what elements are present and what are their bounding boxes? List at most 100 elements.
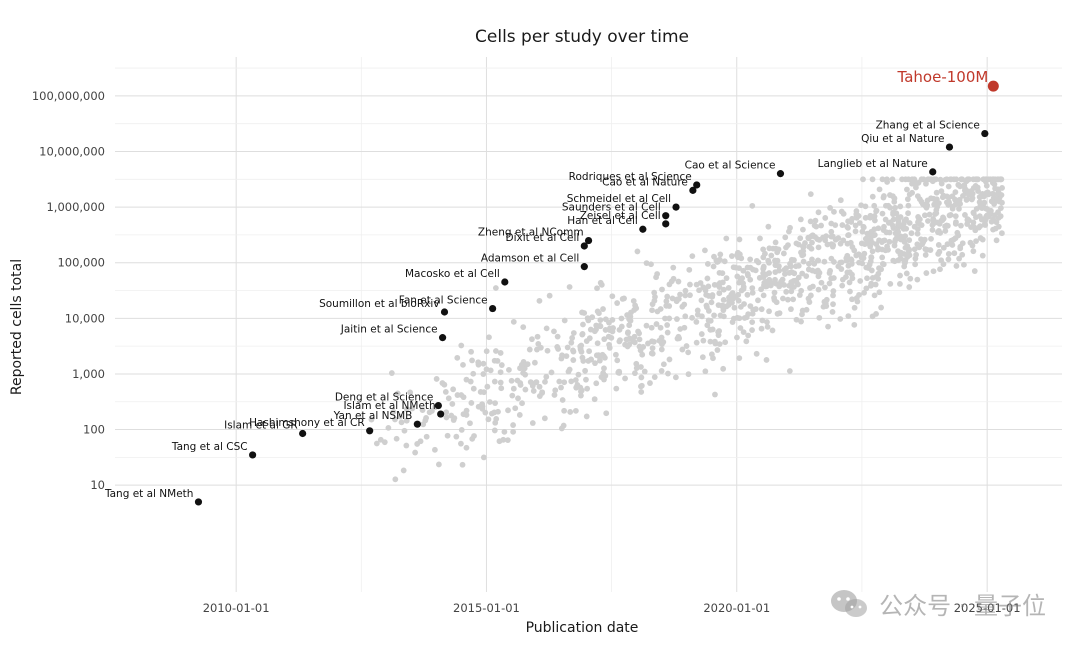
study-label: Zeisel et al Cell (580, 210, 661, 222)
background-point (744, 291, 751, 298)
background-point (536, 383, 543, 390)
background-point (602, 372, 609, 379)
background-point (957, 183, 964, 190)
background-point (900, 220, 907, 227)
background-point (526, 346, 533, 353)
background-point (593, 322, 600, 329)
background-point (957, 245, 964, 252)
background-point (548, 369, 555, 376)
study-point (693, 181, 701, 189)
background-point (802, 240, 808, 246)
background-point (922, 252, 929, 258)
background-point (475, 361, 482, 368)
background-point (509, 392, 516, 399)
background-point (863, 285, 870, 292)
background-point (519, 400, 525, 407)
background-point (966, 217, 972, 224)
background-point (566, 284, 573, 290)
background-point (973, 238, 979, 245)
background-point (403, 417, 410, 424)
background-point (728, 291, 735, 298)
background-point (887, 280, 894, 287)
background-point (805, 266, 812, 273)
background-point (766, 270, 773, 276)
background-point (968, 196, 975, 203)
background-point (775, 246, 782, 253)
background-point (753, 350, 760, 357)
background-point (705, 293, 712, 299)
background-point (498, 385, 505, 392)
background-point (894, 234, 900, 240)
background-point (631, 333, 638, 340)
background-point (830, 288, 837, 294)
background-point (711, 312, 717, 319)
background-point (458, 426, 465, 433)
background-point (856, 220, 863, 226)
background-point (764, 319, 770, 325)
study-label: Tang et al NMeth (104, 488, 194, 500)
background-point (832, 222, 839, 228)
background-point (952, 220, 959, 227)
background-point (771, 289, 778, 296)
background-point (805, 234, 812, 241)
background-point (594, 340, 601, 347)
background-point (798, 318, 804, 325)
background-point (776, 267, 783, 274)
background-point (601, 365, 607, 372)
background-point (702, 287, 709, 294)
background-point (606, 341, 612, 348)
background-point (811, 260, 818, 267)
background-points (368, 176, 1005, 483)
background-point (388, 370, 395, 376)
background-point (862, 203, 869, 210)
study-label: Langlieb et al Nature (818, 158, 928, 170)
background-point (930, 220, 937, 227)
background-point (609, 317, 616, 323)
background-point (848, 256, 855, 263)
background-point (994, 191, 1001, 197)
background-point (839, 276, 846, 283)
background-point (583, 376, 589, 383)
background-point (815, 269, 822, 276)
background-point (852, 222, 859, 229)
study-point (662, 212, 670, 220)
background-point (561, 379, 568, 386)
study-point (366, 427, 374, 435)
background-point (785, 242, 791, 249)
background-point (659, 286, 665, 293)
background-point (760, 246, 767, 253)
background-point (580, 321, 586, 328)
background-point (766, 245, 773, 252)
background-point (981, 193, 987, 200)
watermark-text: 公众号 · 量子位 (879, 592, 1046, 620)
background-point (871, 202, 878, 209)
background-point (758, 286, 765, 293)
study-label: Islam et al NMeth (343, 400, 435, 412)
background-point (846, 279, 853, 286)
background-point (459, 461, 466, 468)
background-point (873, 208, 880, 215)
background-point (651, 289, 658, 296)
study-label: Soumillon et al bioRxiv (319, 298, 439, 310)
background-point (600, 306, 606, 312)
background-point (925, 218, 931, 224)
background-point (871, 217, 878, 224)
background-point (552, 387, 559, 394)
background-point (638, 364, 644, 370)
background-point (844, 240, 851, 247)
background-point (760, 292, 767, 299)
background-point (970, 210, 977, 217)
background-point (685, 349, 692, 356)
background-point (824, 241, 831, 248)
background-point (544, 347, 551, 354)
background-point (686, 266, 693, 273)
background-point (648, 324, 655, 331)
background-point (799, 252, 806, 259)
background-point (704, 322, 711, 329)
background-point (542, 378, 548, 385)
background-point (681, 324, 688, 331)
background-point (766, 259, 772, 266)
background-point (480, 371, 487, 377)
background-point (703, 304, 710, 311)
background-point (782, 234, 789, 241)
